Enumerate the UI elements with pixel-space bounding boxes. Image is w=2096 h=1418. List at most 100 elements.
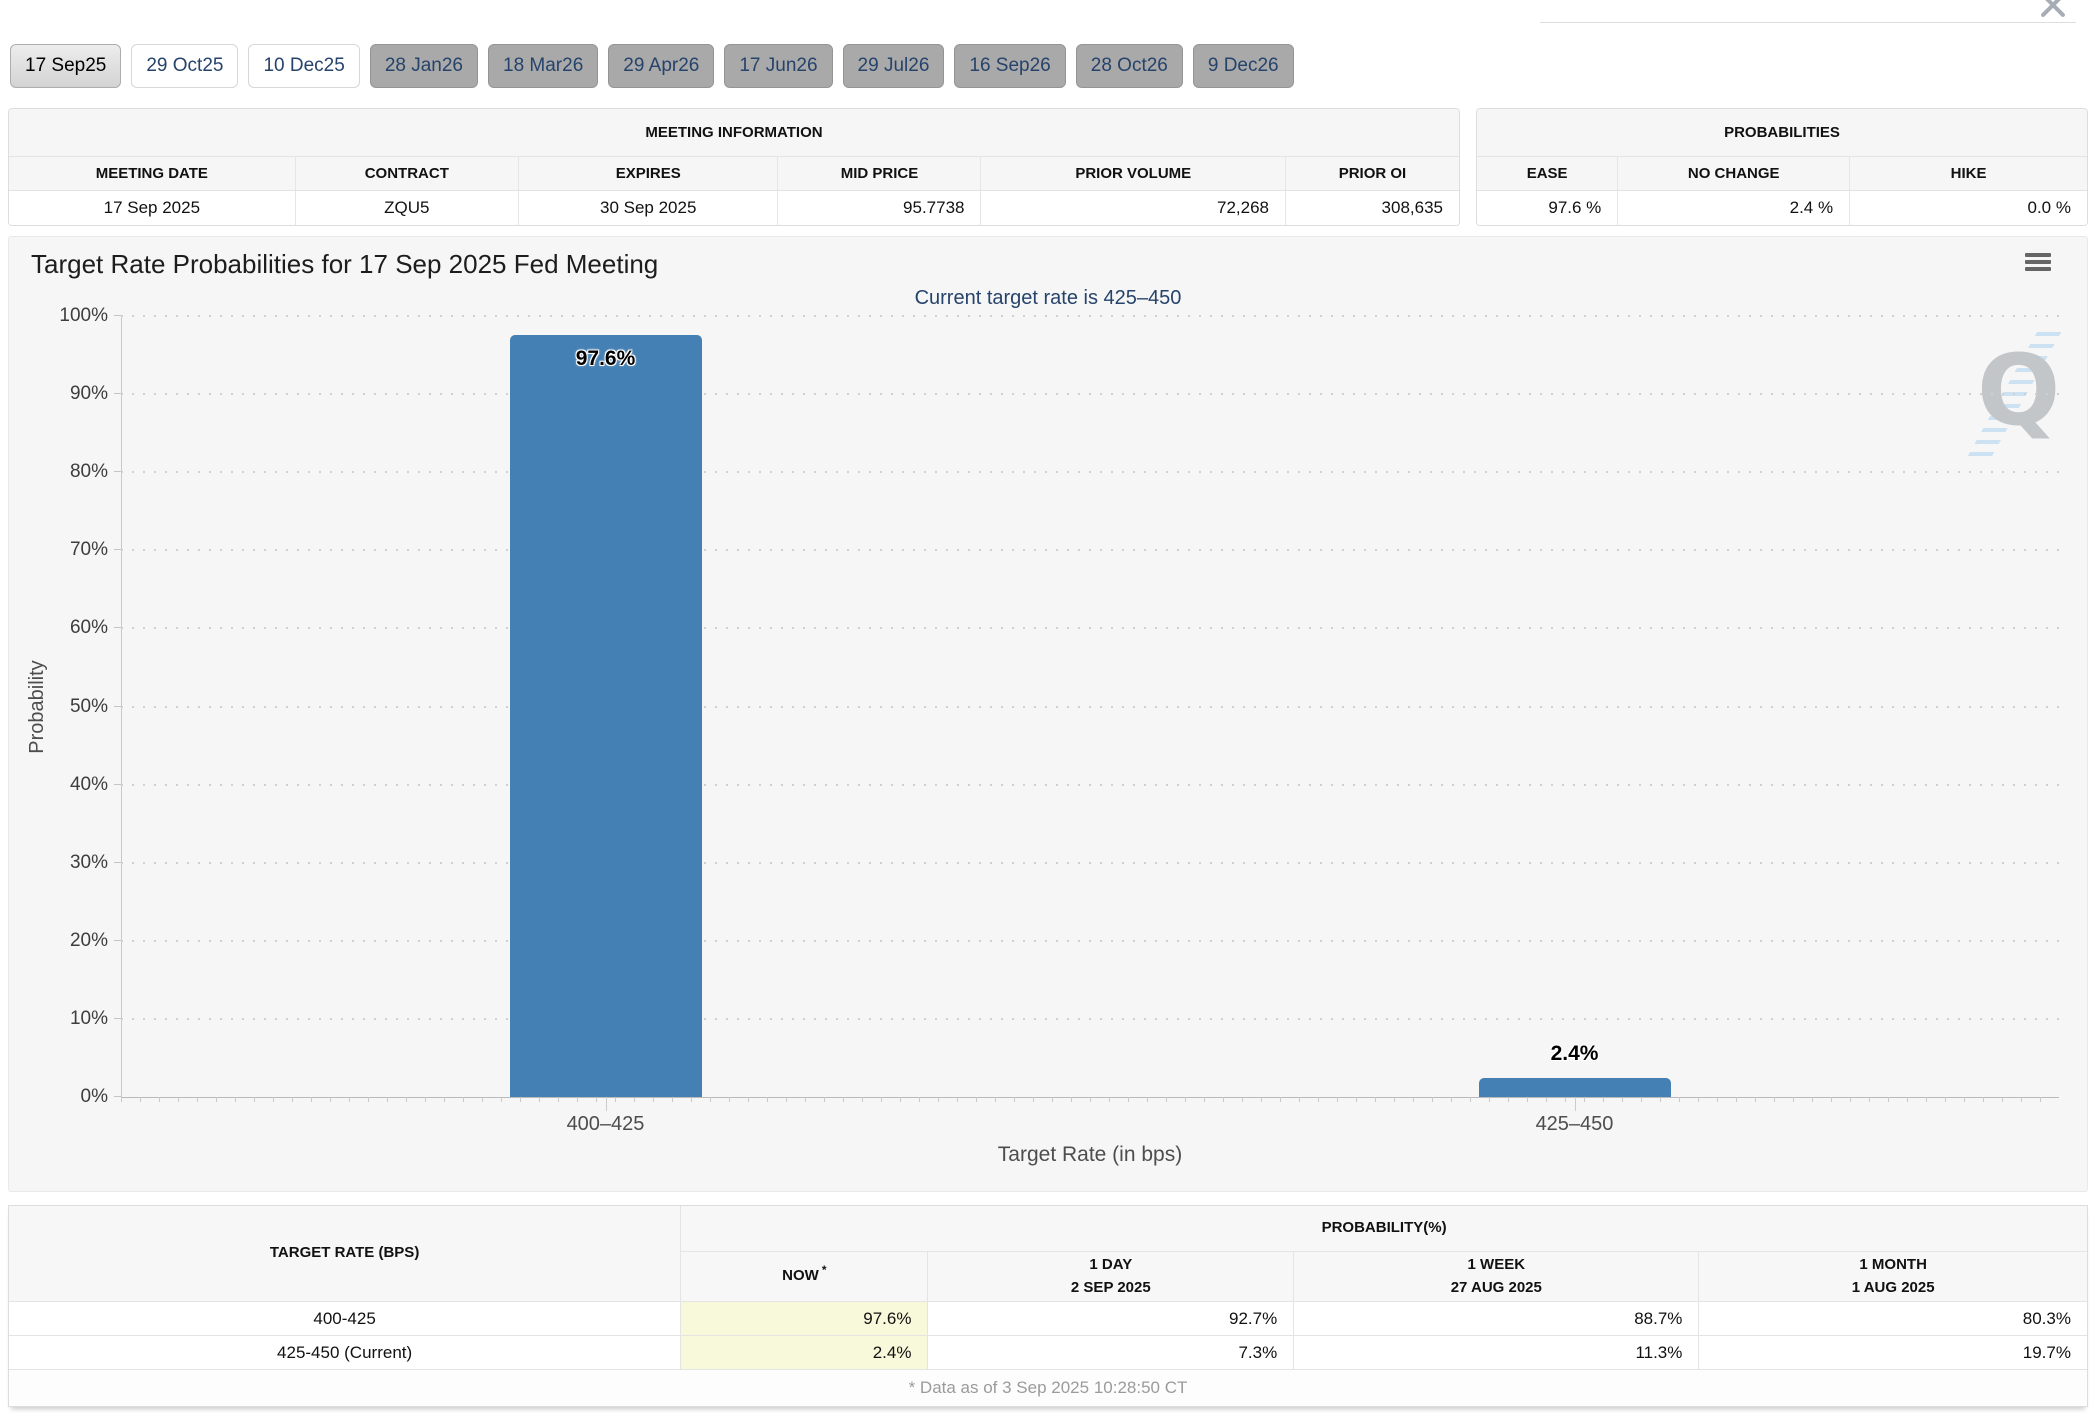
subheader-line2: 27 AUG 2025 (1450, 1278, 1542, 1296)
probability-history-table: TARGET RATE (BPS) PROBABILITY(%) NOW * 1 D… (8, 1205, 2088, 1407)
y-tickmark-40 (114, 783, 121, 785)
meeting-header-meeting-date: MEETING DATE (95, 165, 208, 182)
meeting-value-expires: 30 Sep 2025 (517, 191, 778, 225)
chart-menu-icon[interactable] (2025, 253, 2051, 274)
probabilities-headers: EASE NO CHANGE HIKE (1477, 157, 2087, 191)
menu-bar (2025, 260, 2051, 264)
tab-29-apr26[interactable]: 29 Apr26 (608, 44, 715, 88)
tab-17-sep25[interactable]: 17 Sep25 (10, 44, 122, 88)
menu-bar (2025, 267, 2051, 271)
y-tick-label-90: 90% (69, 383, 108, 405)
tab-28-jan26[interactable]: 28 Jan26 (369, 44, 478, 88)
y-gridline-100 (121, 315, 2059, 317)
y-tickmark-90 (114, 393, 121, 395)
y-gridline-90 (121, 393, 2059, 396)
y-tickmark-50 (114, 705, 121, 707)
prob-header-hike: HIKE (1849, 157, 2087, 190)
y-gridline-10 (121, 1017, 2059, 1020)
meeting-header-prior-volume: PRIOR VOLUME (980, 157, 1285, 190)
tab-18-mar26[interactable]: 18 Mar26 (488, 44, 599, 88)
meeting-header-expires: EXPIRES (517, 157, 778, 190)
chart-subtitle: Current target rate is 425–450 (914, 287, 1182, 309)
quikstrike-watermark: Q (1959, 326, 2069, 456)
tab-29-oct25[interactable]: 29 Oct25 (131, 44, 239, 88)
top-divider (1540, 22, 2076, 23)
plot-area: Q Probability Target Rate (in bps) 0% 10%… (26, 305, 2065, 1166)
y-tick-label-100: 100% (59, 305, 108, 326)
x-category-label-400-425: 400–425 (566, 1113, 645, 1135)
history-value-425-450-current-1-week: 11.3% (1293, 1335, 1699, 1369)
tab-28-oct26[interactable]: 28 Oct26 (1075, 44, 1183, 88)
history-rate-425-450-current: 425-450 (Current) (9, 1335, 681, 1369)
history-subheader-now: NOW * (680, 1251, 928, 1301)
tab-29-jul26[interactable]: 29 Jul26 (842, 44, 945, 88)
y-tickmark-30 (114, 861, 121, 863)
subheader-line1: 1 MONTH (1859, 1256, 1927, 1273)
history-subheader-1-month: 1 MONTH 1 AUG 2025 (1698, 1251, 2087, 1301)
x-tick-400-425 (605, 1097, 607, 1111)
y-tickmark-100 (114, 315, 121, 316)
y-tick-label-20: 20% (69, 929, 108, 951)
x-axis-title: Target Rate (in bps) (997, 1143, 1183, 1166)
y-gridline-60 (121, 627, 2059, 630)
rate-column-header: TARGET RATE (BPS) (9, 1206, 681, 1301)
prob-value-ease: 97.6 % (1477, 191, 1618, 225)
bar-400-425 (509, 334, 702, 1097)
meeting-value-contract: ZQU5 (294, 191, 518, 225)
y-gridline-70 (121, 549, 2059, 552)
meeting-date-tabs: 17 Sep25 29 Oct25 10 Dec25 28 Jan26 18 Mar26… (10, 44, 1294, 88)
prob-header-no-change: NO CHANGE (1617, 157, 1849, 190)
y-tickmark-80 (114, 471, 121, 473)
prob-value-no-change: 2.4 % (1617, 191, 1850, 225)
y-tickmark-60 (114, 627, 121, 629)
meeting-header-mid-price: MID PRICE (777, 157, 980, 190)
y-tick-label-10: 10% (69, 1007, 108, 1029)
probabilities-panel: PROBABILITIES EASE NO CHANGE HIKE 97.6 % 2.… (1476, 108, 2088, 226)
y-tick-label-50: 50% (69, 695, 108, 717)
tab-17-jun26[interactable]: 17 Jun26 (724, 44, 833, 88)
data-as-of-footnote: * Data as of 3 Sep 2025 10:28:50 CT (9, 1369, 2087, 1406)
history-value-425-450-current-now: 2.4% (680, 1335, 928, 1369)
prob-value-hike: 0.0 % (1849, 191, 2087, 225)
history-subheader-1-week: 1 WEEK 27 AUG 2025 (1293, 1251, 1699, 1301)
y-gridline-20 (121, 939, 2059, 942)
y-tick-label-80: 80% (69, 461, 108, 483)
y-tickmark-10 (114, 1017, 121, 1019)
meeting-value-prior-oi: 308,635 (1284, 191, 1459, 225)
probability-group-header: PROBABILITY(%) (680, 1206, 2087, 1251)
meeting-information-title: MEETING INFORMATION (9, 109, 1459, 157)
history-subheader-1-day: 1 DAY 2 SEP 2025 (927, 1251, 1294, 1301)
meeting-value-prior-volume: 72,268 (980, 191, 1285, 225)
tab-10-dec25[interactable]: 10 Dec25 (248, 44, 360, 88)
history-value-400-425-1-month: 80.3% (1698, 1301, 2087, 1335)
meeting-header-contract: CONTRACT (294, 157, 518, 190)
bar-425-450 (1478, 1078, 1671, 1097)
tab-16-sep26[interactable]: 16 Sep26 (954, 44, 1066, 88)
chart-title: Target Rate Probabilities for 17 Sep 202… (31, 249, 659, 279)
y-gridline-50 (121, 705, 2059, 708)
y-gridline-80 (121, 471, 2059, 474)
x-tick-425-450 (1574, 1097, 1576, 1111)
y-tick-label-30: 30% (69, 851, 108, 873)
tab-9-dec26[interactable]: 9 Dec26 (1192, 44, 1294, 88)
history-value-400-425-now: 97.6% (680, 1301, 928, 1335)
y-tick-label-40: 40% (69, 773, 108, 795)
prob-header-ease: EASE (1526, 165, 1568, 182)
subheader-line1: 1 WEEK (1467, 1256, 1526, 1273)
y-tick-label-70: 70% (69, 539, 108, 561)
history-rate-400-425: 400-425 (9, 1301, 681, 1335)
y-tickmark-0 (114, 1096, 121, 1097)
probabilities-title: PROBABILITIES (1477, 109, 2087, 157)
bar-value-label-425-450: 2.4% (1550, 1042, 1599, 1066)
subheader-line2: 1 AUG 2025 (1851, 1278, 1935, 1296)
target-rate-chart: Target Rate Probabilities for 17 Sep 202… (8, 236, 2088, 1192)
menu-bar (2025, 253, 2051, 257)
x-category-label-425-450: 425–450 (1535, 1113, 1614, 1135)
history-value-400-425-1-day: 92.7% (927, 1301, 1294, 1335)
history-value-400-425-1-week: 88.7% (1293, 1301, 1699, 1335)
y-tickmark-70 (114, 549, 121, 551)
subheader-line2: 2 SEP 2025 (1070, 1278, 1151, 1296)
meeting-value-meeting-date: 17 Sep 2025 (9, 191, 295, 225)
bar-value-label-400-425: 97.6% (575, 346, 636, 370)
close-icon[interactable] (2038, 0, 2068, 20)
